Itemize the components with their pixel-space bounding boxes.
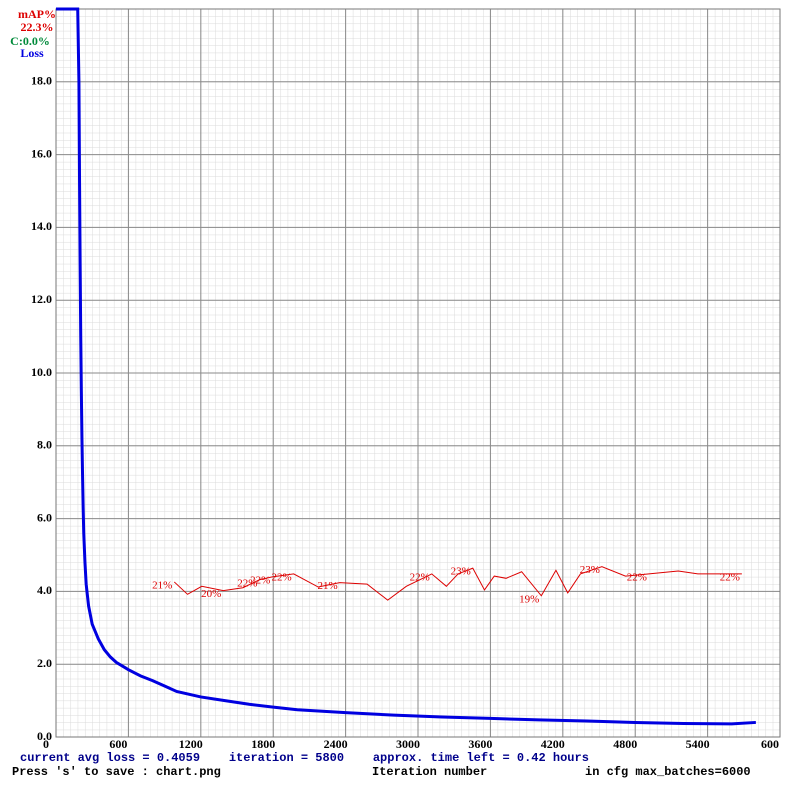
value-label: 22% [627, 571, 647, 583]
max-batches: in cfg max_batches=6000 [585, 765, 751, 779]
y-tick-label: 18.0 [31, 74, 52, 88]
plot-frame [55, 8, 781, 738]
y-tick-label: 10.0 [31, 365, 52, 379]
c-label: C:0.0% [10, 34, 50, 48]
x-tick-label: 2400 [324, 737, 348, 751]
map-last: 22.3% [21, 20, 54, 34]
x-tick-label: 4200 [541, 737, 565, 751]
value-label: 23% [580, 564, 600, 576]
y-tick-label: 16.0 [31, 146, 52, 160]
status: current avg loss = 0.4059 iteration = 58… [20, 751, 589, 765]
x-tick-label: 600 [761, 737, 779, 751]
x-tick-label: 600 [109, 737, 127, 751]
value-label: 21% [152, 579, 172, 591]
value-label: 22% [410, 571, 430, 583]
value-label: 22% [250, 574, 270, 586]
x-tick-label: 4800 [613, 737, 637, 751]
y-tick-label: 0.0 [37, 729, 52, 743]
value-label: 23% [451, 566, 471, 578]
x-axis-label: Iteration number [372, 765, 487, 779]
x-tick-label: 0 [43, 737, 49, 751]
legend-map: mAP% [18, 7, 56, 21]
y-tick-label: 14.0 [31, 219, 52, 233]
value-label: 21% [318, 580, 338, 592]
value-label: 22% [720, 571, 740, 583]
y-tick-label: 4.0 [37, 583, 52, 597]
value-label: 20% [201, 588, 221, 600]
value-label: 19% [519, 593, 539, 605]
y-tick-label: 6.0 [37, 510, 52, 524]
loss-line [56, 7, 756, 726]
legend-loss: Loss [20, 46, 44, 60]
x-tick-label: 1800 [251, 737, 275, 751]
x-tick-label: 3600 [468, 737, 492, 751]
y-tick-label: 12.0 [31, 292, 52, 306]
x-tick-label: 3000 [396, 737, 420, 751]
map-line [173, 566, 742, 601]
value-label: 22% [237, 577, 257, 589]
save-hint: Press 's' to save : chart.png [12, 765, 221, 779]
value-label: 22% [272, 571, 292, 583]
y-tick-label: 8.0 [37, 438, 52, 452]
x-tick-label: 5400 [686, 737, 710, 751]
y-tick-label: 2.0 [37, 656, 52, 670]
x-tick-label: 1200 [179, 737, 203, 751]
